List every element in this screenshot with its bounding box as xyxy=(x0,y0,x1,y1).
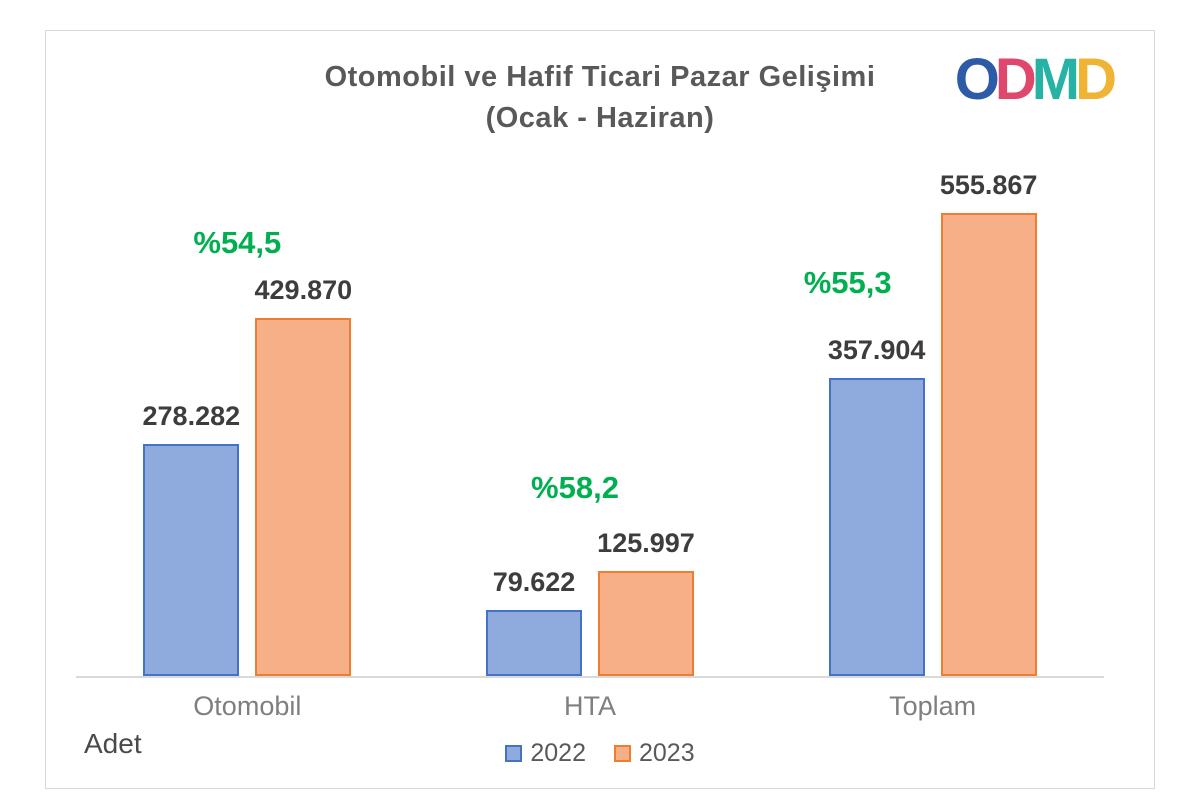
bar-2023-toplam xyxy=(940,213,1037,676)
chart-card: Otomobil ve Hafif Ticari Pazar Gelişimi … xyxy=(45,30,1155,789)
odmd-logo-letter-3: D xyxy=(1075,47,1117,112)
bar-column-2022-hta: 79.622 xyxy=(485,201,582,676)
value-label-2023-toplam: 555.867 xyxy=(939,170,1038,200)
chart-title: Otomobil ve Hafif Ticari Pazar Gelişimi … xyxy=(46,57,1154,138)
bar-group-toplam: 357.904 555.867 %55,3 Toplam xyxy=(804,170,1038,721)
bar-column-2022-toplam: 357.904 xyxy=(827,201,926,676)
plot-area: 278.282 429.870 %54,5 Otomobil 79.622 125.997… xyxy=(76,170,1104,721)
growth-label-hta: %58,2 xyxy=(531,470,619,505)
legend-item-2022: 2022 xyxy=(505,739,586,768)
bar-2023-hta xyxy=(597,571,694,676)
bar-column-2022-otomobil: 278.282 xyxy=(142,201,241,676)
legend: 2022 2023 xyxy=(46,739,1154,768)
bar-2022-toplam xyxy=(828,378,925,676)
legend-label-2023: 2023 xyxy=(639,739,695,767)
legend-swatch-2023-icon xyxy=(614,745,631,762)
odmd-logo: ODMD xyxy=(954,47,1117,112)
chart-title-line1: Otomobil ve Hafif Ticari Pazar Gelişimi xyxy=(324,61,876,93)
value-label-2023-otomobil: 429.870 xyxy=(254,275,353,305)
category-label-otomobil: Otomobil xyxy=(193,691,302,721)
odmd-logo-letter-1: D xyxy=(994,47,1037,112)
bar-column-2023-otomobil: 429.870 xyxy=(254,201,353,676)
bar-2022-otomobil xyxy=(143,444,240,676)
value-label-2023-hta: 125.997 xyxy=(597,528,695,558)
value-label-2022-hta: 79.622 xyxy=(492,567,576,597)
category-label-toplam: Toplam xyxy=(889,691,977,721)
value-label-2022-otomobil: 278.282 xyxy=(142,401,241,431)
bar-column-2023-toplam: 555.867 xyxy=(940,170,1037,676)
odmd-logo-letter-0: O xyxy=(954,47,1000,112)
bar-group-otomobil: 278.282 429.870 %54,5 Otomobil xyxy=(142,201,353,721)
bar-2022-hta xyxy=(485,610,582,676)
growth-label-otomobil: %54,5 xyxy=(193,225,282,260)
bar-2023-otomobil xyxy=(255,318,352,676)
category-label-hta: HTA xyxy=(563,691,616,721)
chart-title-line2: (Ocak - Haziran) xyxy=(485,101,715,134)
legend-swatch-2022-icon xyxy=(505,745,523,762)
value-label-2022-toplam: 357.904 xyxy=(827,335,926,365)
legend-item-2023: 2023 xyxy=(614,739,695,768)
axis-unit-label: Adet xyxy=(84,728,142,759)
growth-label-toplam: %55,3 xyxy=(803,265,892,300)
odmd-logo-letter-2: M xyxy=(1031,47,1080,112)
bar-group-hta: 79.622 125.997 %58,2 HTA xyxy=(485,201,695,721)
legend-label-2022: 2022 xyxy=(530,739,586,767)
bar-column-2023-hta: 125.997 xyxy=(597,201,695,676)
